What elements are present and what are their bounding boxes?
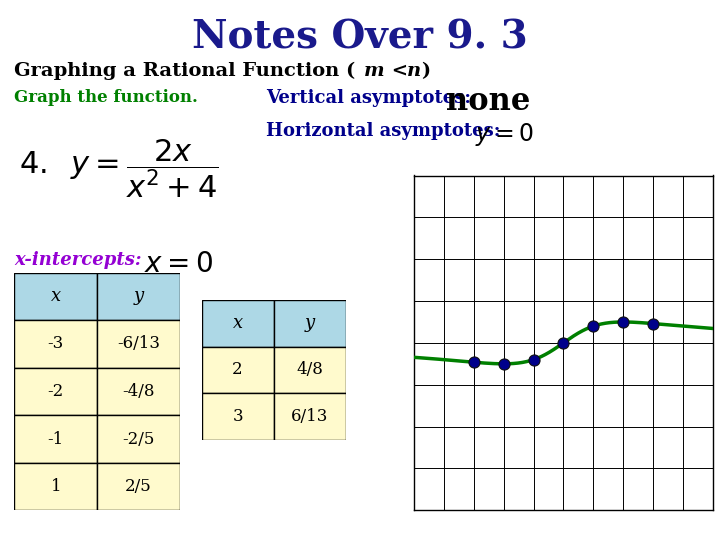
Bar — [14, 320, 97, 368]
Text: x-intercepts:: x-intercepts: — [14, 251, 142, 269]
Text: none: none — [446, 86, 531, 117]
Text: Horizontal asymptotes:: Horizontal asymptotes: — [266, 122, 501, 139]
Text: Notes Over 9. 3: Notes Over 9. 3 — [192, 19, 528, 57]
Text: 2: 2 — [233, 361, 243, 379]
Bar — [97, 463, 180, 510]
Text: $x = 0$: $x = 0$ — [144, 251, 213, 278]
Text: Graphing a Rational Function (: Graphing a Rational Function ( — [14, 62, 356, 80]
Text: Graph the function.: Graph the function. — [14, 89, 198, 106]
Text: $y = 0$: $y = 0$ — [475, 122, 534, 148]
Bar — [97, 273, 180, 320]
Text: x: x — [233, 314, 243, 332]
Bar — [202, 347, 274, 393]
Text: 6/13: 6/13 — [291, 408, 328, 425]
Text: ): ) — [421, 62, 431, 80]
Bar — [14, 463, 97, 510]
Text: -1: -1 — [48, 430, 64, 448]
Bar — [202, 393, 274, 440]
Text: 4/8: 4/8 — [296, 361, 323, 379]
Text: -2: -2 — [48, 383, 64, 400]
Text: -6/13: -6/13 — [117, 335, 160, 353]
Bar — [274, 393, 346, 440]
Text: x: x — [50, 287, 61, 306]
Bar — [97, 368, 180, 415]
Bar — [14, 273, 97, 320]
Bar — [97, 415, 180, 463]
Text: n: n — [407, 62, 421, 80]
Text: -3: -3 — [48, 335, 64, 353]
Text: -2/5: -2/5 — [122, 430, 155, 448]
Text: -4/8: -4/8 — [122, 383, 155, 400]
Bar — [202, 300, 274, 347]
Text: 3: 3 — [233, 408, 243, 425]
Bar — [14, 368, 97, 415]
Text: y: y — [305, 314, 315, 332]
Text: 1: 1 — [50, 478, 61, 495]
Bar — [274, 300, 346, 347]
Bar — [14, 415, 97, 463]
Bar — [274, 347, 346, 393]
Bar — [97, 320, 180, 368]
Text: m: m — [364, 62, 384, 80]
Text: <: < — [385, 62, 415, 80]
Text: y: y — [133, 287, 144, 306]
Text: Vertical asymptotes:: Vertical asymptotes: — [266, 89, 472, 107]
Text: $4. \;\; y = \dfrac{2x}{x^2+4}$: $4. \;\; y = \dfrac{2x}{x^2+4}$ — [19, 138, 219, 200]
Text: 2/5: 2/5 — [125, 478, 152, 495]
